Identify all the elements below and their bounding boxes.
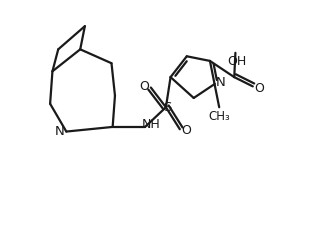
Text: OH: OH bbox=[228, 55, 247, 68]
Text: N: N bbox=[55, 125, 65, 138]
Text: NH: NH bbox=[142, 118, 160, 131]
Text: O: O bbox=[140, 80, 150, 93]
Text: N: N bbox=[216, 76, 226, 89]
Text: CH₃: CH₃ bbox=[209, 110, 230, 123]
Text: O: O bbox=[254, 82, 264, 95]
Text: O: O bbox=[181, 124, 191, 137]
Text: S: S bbox=[163, 101, 171, 114]
